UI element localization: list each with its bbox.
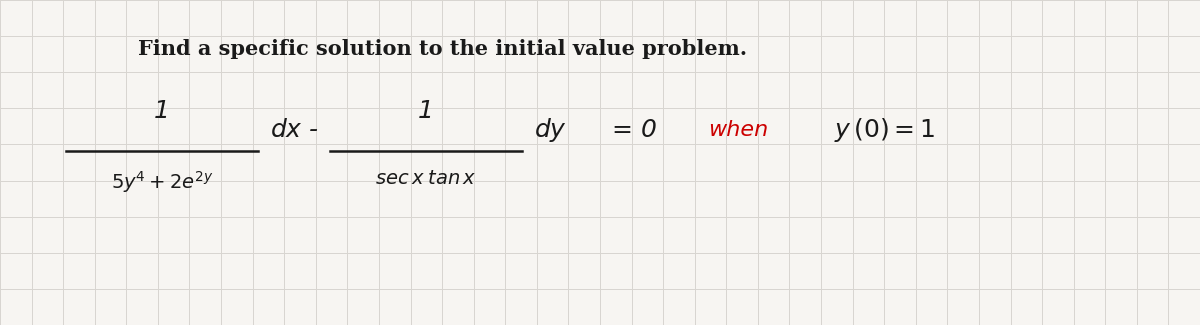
Text: 1: 1: [154, 99, 170, 124]
Text: $5y^4 + 2e^{2y}$: $5y^4 + 2e^{2y}$: [110, 169, 214, 195]
Text: = 0: = 0: [612, 118, 656, 142]
Text: when: when: [708, 120, 768, 140]
Text: Find a specific solution to the initial value problem.: Find a specific solution to the initial …: [138, 39, 748, 59]
Text: $y\,(0) = 1$: $y\,(0) = 1$: [834, 116, 935, 144]
Text: $sec\, x\; tan\, x$: $sec\, x\; tan\, x$: [376, 169, 476, 188]
Text: 1: 1: [418, 99, 434, 124]
Text: $dy$: $dy$: [534, 116, 566, 144]
Text: $dx$ -: $dx$ -: [270, 118, 319, 142]
